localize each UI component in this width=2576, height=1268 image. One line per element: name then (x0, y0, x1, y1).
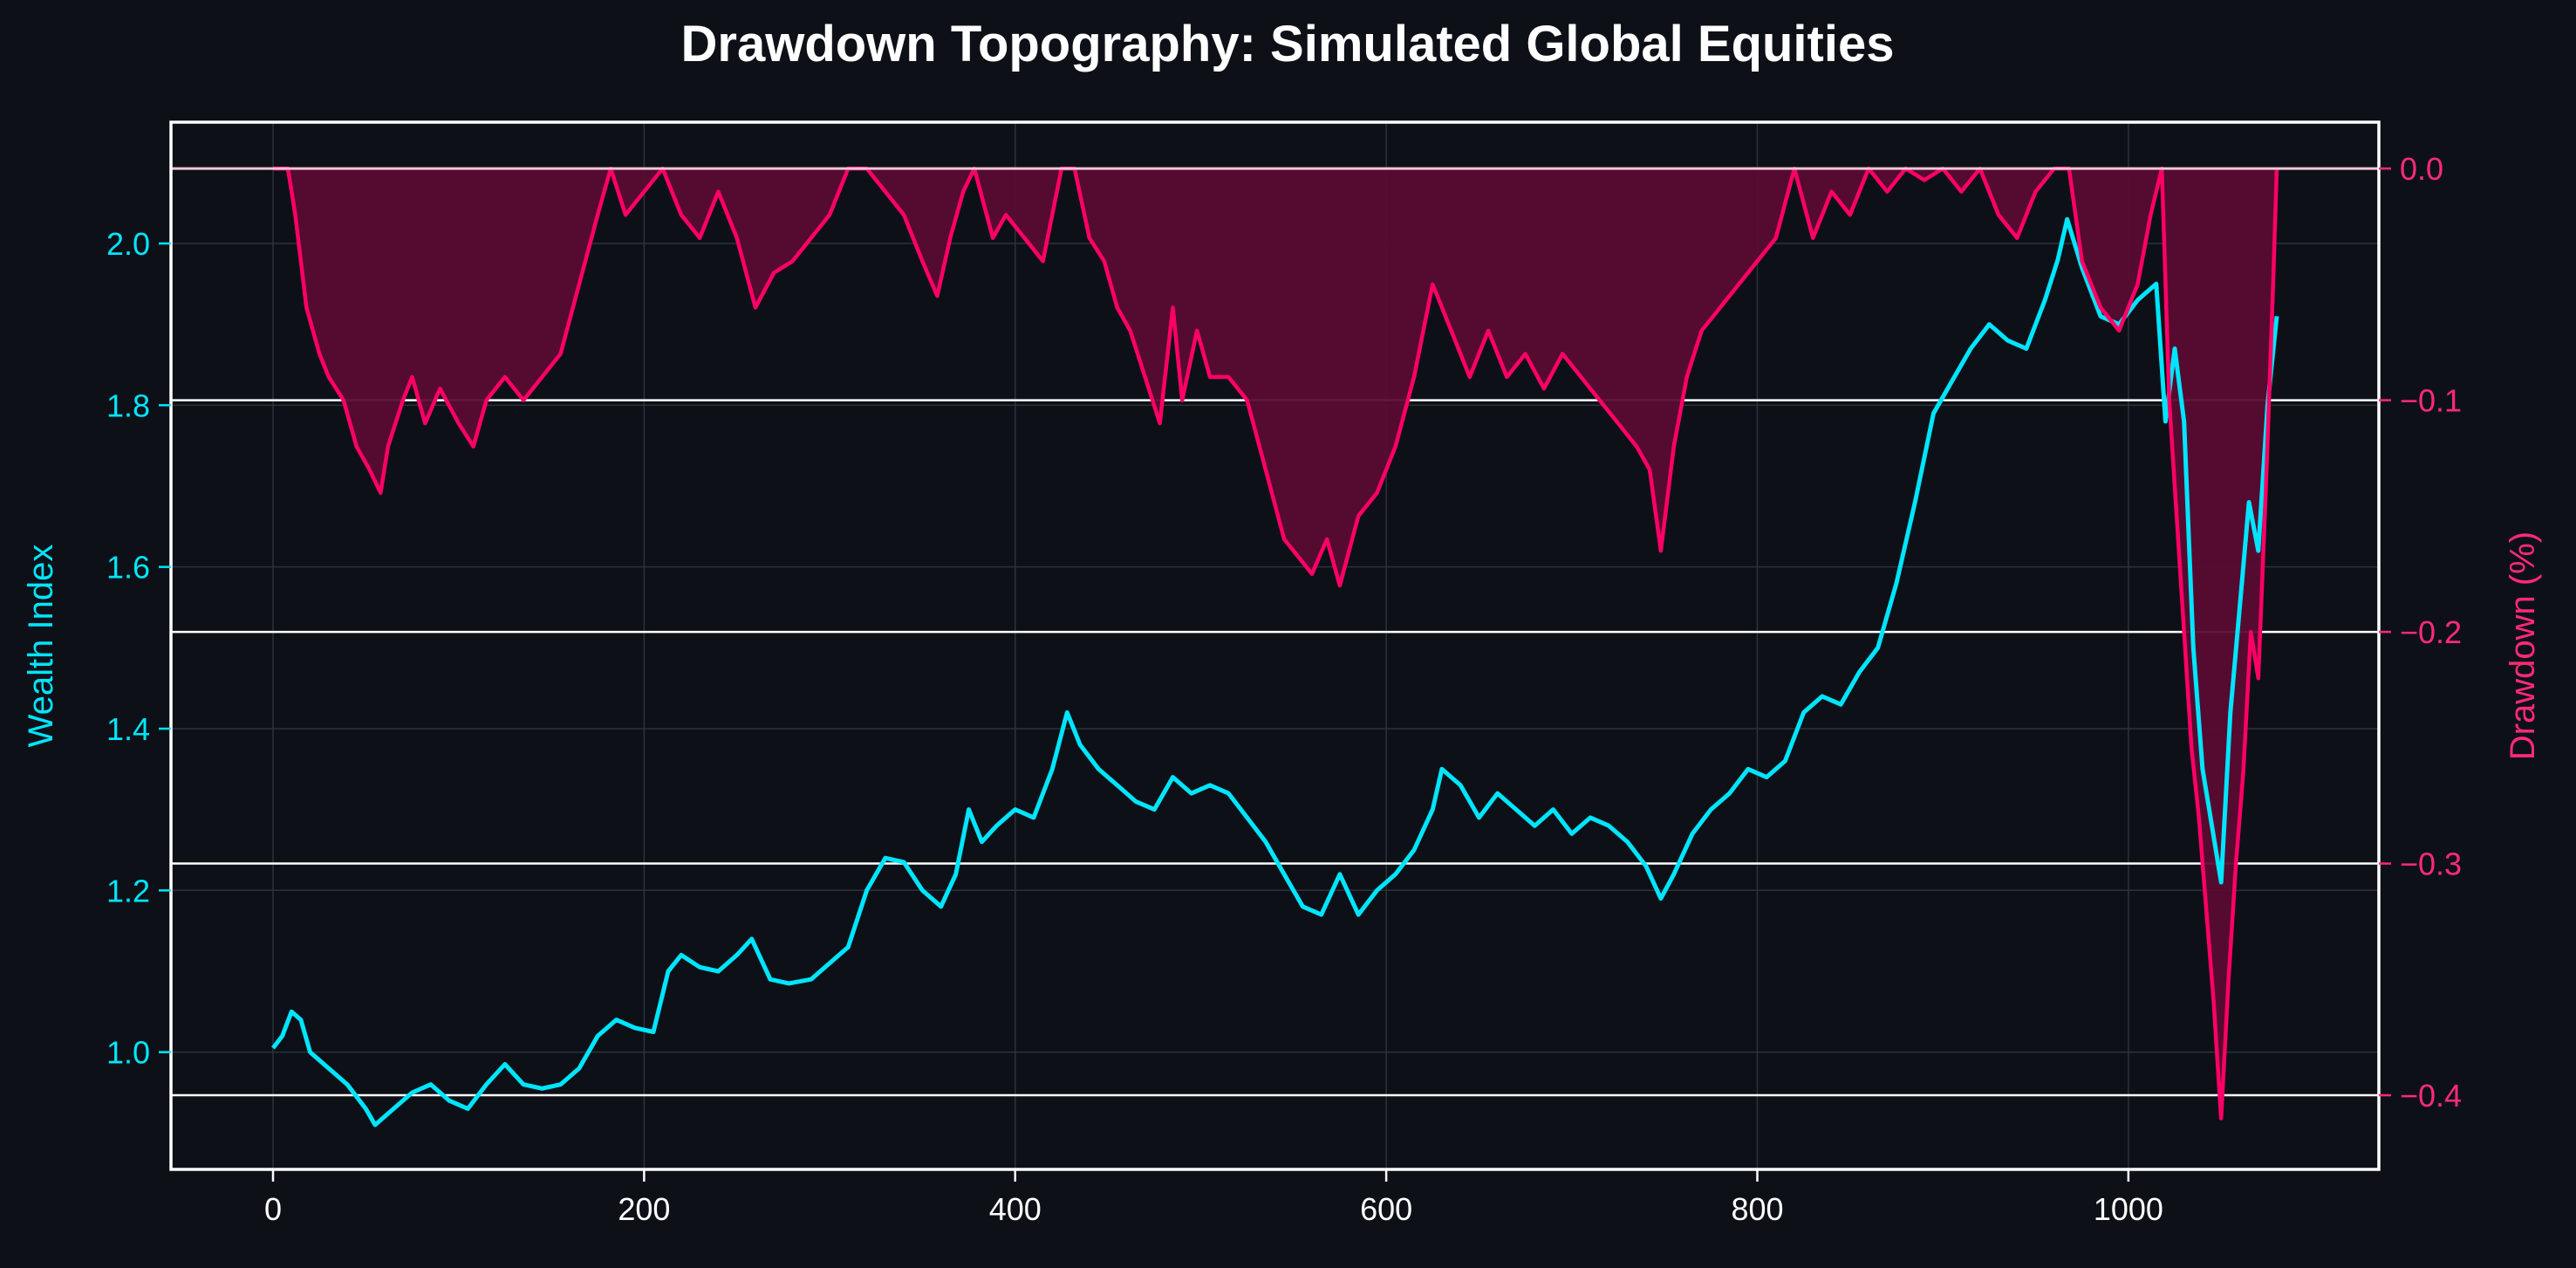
x-tick-label: 400 (989, 1191, 1042, 1227)
right-tick-label: −0.4 (2400, 1078, 2462, 1114)
x-axis: 0 200 400 600 800 1000 (264, 1169, 2163, 1227)
drawdown-area-layer (273, 168, 2277, 1119)
chart-title: Drawdown Topography: Simulated Global Eq… (680, 16, 1894, 72)
plot-frame (169, 120, 2381, 1171)
x-tick-label: 200 (618, 1191, 670, 1227)
drawdown-area (273, 168, 2277, 1119)
x-tick-label: 1000 (2094, 1191, 2163, 1227)
right-tick-label: −0.1 (2400, 383, 2462, 419)
right-tick-label: −0.3 (2400, 846, 2462, 882)
right-tick-label: −0.2 (2400, 614, 2462, 650)
wealth-index-line (271, 216, 2279, 1127)
x-tick-label: 800 (1731, 1191, 1783, 1227)
x-tick-label: 0 (264, 1191, 282, 1227)
right-axis-label: Drawdown (%) (2504, 531, 2542, 760)
left-tick-label: 2.0 (106, 226, 150, 262)
right-tick-label: 0.0 (2400, 151, 2443, 187)
left-tick-label: 1.0 (106, 1035, 150, 1071)
series-lines-layer (171, 166, 2379, 1127)
left-tick-label: 1.8 (106, 387, 150, 423)
left-y-axis: 1.0 1.2 1.4 1.6 1.8 2.0 (106, 226, 171, 1071)
left-tick-label: 1.2 (106, 873, 150, 908)
x-tick-label: 600 (1360, 1191, 1412, 1227)
left-axis-label: Wealth Index (22, 545, 60, 748)
left-tick-label: 1.6 (106, 550, 150, 586)
right-y-axis: 0.0 −0.1 −0.2 −0.3 −0.4 (2379, 151, 2462, 1114)
left-tick-label: 1.4 (106, 711, 150, 747)
